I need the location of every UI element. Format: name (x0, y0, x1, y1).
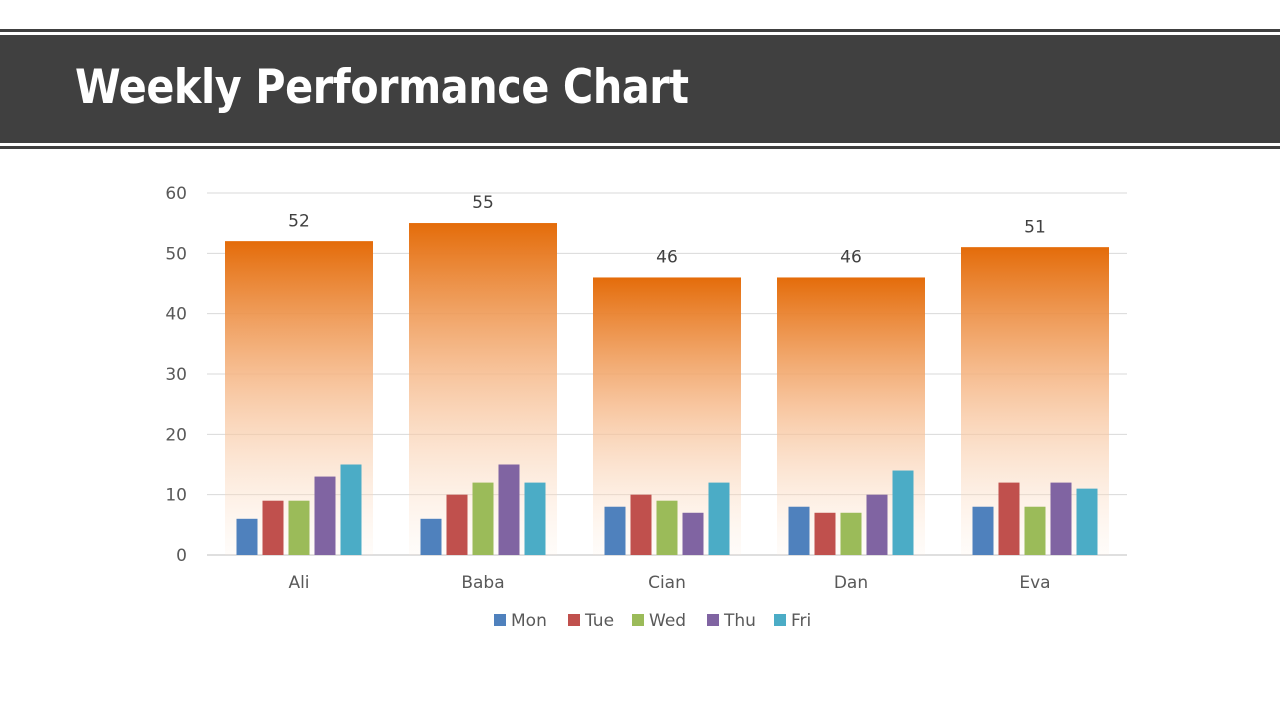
bar-mon (420, 518, 442, 555)
y-tick-label: 50 (165, 244, 187, 264)
y-tick-label: 40 (165, 305, 187, 325)
total-data-label: 55 (472, 193, 494, 213)
total-data-label: 52 (288, 211, 310, 231)
bar-fri (340, 464, 362, 555)
x-tick-label: Eva (1019, 573, 1050, 593)
x-tick-label: Cian (648, 573, 686, 593)
y-tick-label: 0 (176, 546, 187, 566)
bar-wed (288, 500, 310, 555)
bar-tue (998, 482, 1020, 555)
legend-label: Wed (649, 611, 686, 631)
page-title: Weekly Performance Chart (75, 60, 689, 115)
bar-tue (814, 512, 836, 555)
bar-thu (498, 464, 520, 555)
legend-label: Fri (791, 611, 811, 631)
x-tick-label: Dan (834, 573, 868, 593)
bar-fri (708, 482, 730, 555)
title-rule-top (0, 29, 1280, 32)
bar-tue (262, 500, 284, 555)
x-tick-label: Ali (288, 573, 309, 593)
title-rule-bottom (0, 146, 1280, 149)
bar-thu (314, 476, 336, 555)
legend-label: Mon (511, 611, 547, 631)
title-bar (0, 35, 1280, 143)
y-tick-label: 20 (165, 425, 187, 445)
bar-thu (682, 512, 704, 555)
legend-swatch-fri (774, 614, 786, 626)
x-tick-label: Baba (461, 573, 504, 593)
bar-tue (446, 494, 468, 555)
bar-mon (788, 506, 810, 555)
y-tick-label: 10 (165, 486, 187, 506)
total-data-label: 46 (840, 247, 862, 267)
bar-mon (604, 506, 626, 555)
legend-swatch-tue (568, 614, 580, 626)
legend-label: Tue (584, 611, 614, 631)
legend-label: Thu (723, 611, 756, 631)
bar-fri (1076, 488, 1098, 555)
bar-thu (1050, 482, 1072, 555)
legend-swatch-thu (707, 614, 719, 626)
bar-wed (472, 482, 494, 555)
y-tick-label: 30 (165, 365, 187, 385)
y-tick-label: 60 (165, 184, 187, 204)
bar-mon (236, 518, 258, 555)
total-data-label: 46 (656, 247, 678, 267)
total-data-label: 51 (1024, 217, 1046, 237)
bar-thu (866, 494, 888, 555)
bar-tue (630, 494, 652, 555)
bar-wed (840, 512, 862, 555)
legend-swatch-wed (632, 614, 644, 626)
bar-mon (972, 506, 994, 555)
bar-fri (892, 470, 914, 555)
bar-wed (1024, 506, 1046, 555)
legend-swatch-mon (494, 614, 506, 626)
bar-wed (656, 500, 678, 555)
bar-fri (524, 482, 546, 555)
